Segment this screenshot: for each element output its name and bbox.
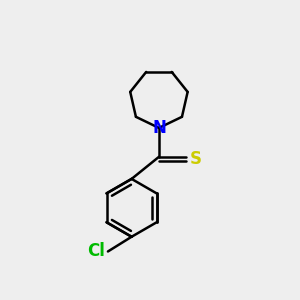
Text: Cl: Cl <box>87 242 105 260</box>
Text: N: N <box>152 119 166 137</box>
Text: S: S <box>189 150 201 168</box>
